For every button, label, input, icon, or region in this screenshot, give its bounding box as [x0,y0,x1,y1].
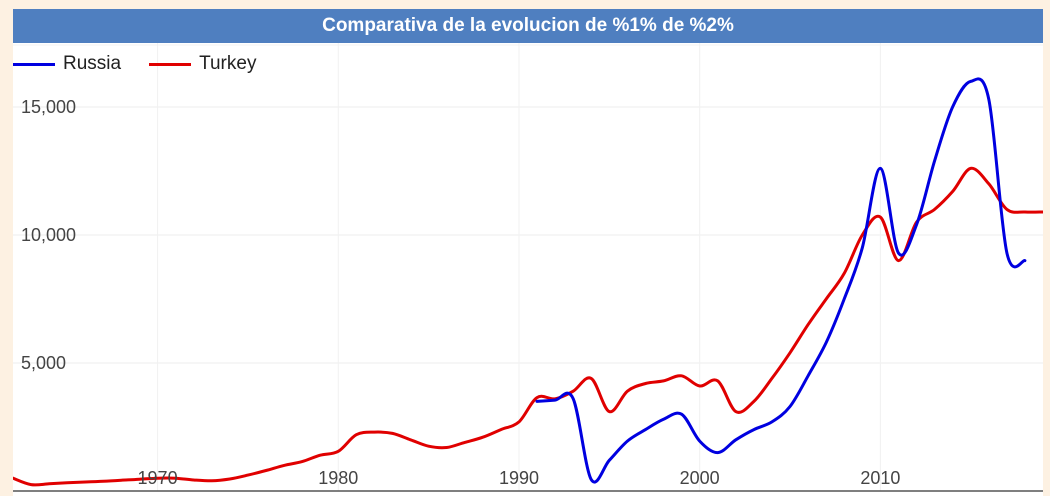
legend-item-turkey[interactable]: Turkey [149,53,256,75]
series-line-russia [535,77,1027,484]
x-tick-label-1990: 1990 [499,468,539,488]
x-tick-label-1980: 1980 [318,468,358,488]
y-tick-label-15000: 15,000 [21,97,76,117]
legend-label-turkey: Turkey [199,53,257,74]
legend-label-russia: Russia [63,53,122,74]
legend-swatch-russia [13,62,55,66]
x-tick-label-2010: 2010 [860,468,900,488]
chart-legend: Russia Turkey [13,52,284,76]
y-tick-label-5000: 5,000 [21,353,66,373]
chart-title: Comparativa de la evolucion de %1% de %2… [322,15,734,36]
legend-swatch-turkey [149,62,192,66]
chart-title-bar: Comparativa de la evolucion de %1% de %2… [13,9,1043,43]
legend-item-russia[interactable]: Russia [13,53,121,75]
y-tick-label-10000: 10,000 [21,225,76,245]
x-tick-label-2000: 2000 [680,468,720,488]
chart-canvas: 5,000 10,000 15,000 1970 1980 1990 2000 2010 [13,43,1043,492]
series-line-turkey [13,166,1043,487]
x-tick-label-1970: 1970 [138,468,178,488]
chart-frame: Comparativa de la evolucion de %1% de %2… [13,9,1043,496]
